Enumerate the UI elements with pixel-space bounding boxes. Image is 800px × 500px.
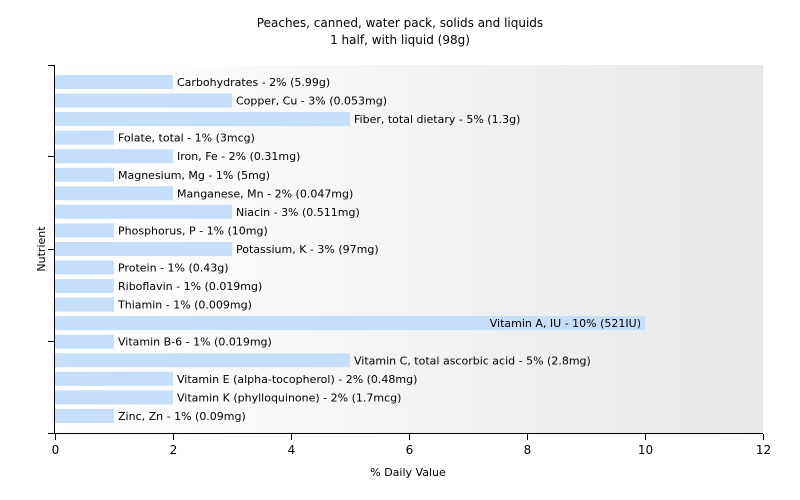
bar-label: Carbohydrates - 2% (5.99g) bbox=[177, 76, 330, 89]
bar-label: Zinc, Zn - 1% (0.09mg) bbox=[118, 410, 246, 423]
bar bbox=[55, 390, 173, 405]
bar-label: Niacin - 3% (0.511mg) bbox=[236, 206, 360, 219]
bar bbox=[55, 204, 232, 219]
bar bbox=[55, 93, 232, 108]
bar bbox=[55, 408, 114, 423]
bar bbox=[55, 316, 645, 331]
bar-label: Protein - 1% (0.43g) bbox=[118, 262, 229, 275]
bar-label: Vitamin E (alpha-tocopherol) - 2% (0.48m… bbox=[177, 373, 417, 386]
bar bbox=[55, 297, 114, 312]
bar-label: Riboflavin - 1% (0.019mg) bbox=[118, 280, 262, 293]
bar bbox=[55, 112, 350, 127]
bar bbox=[55, 75, 173, 89]
x-tick-label: 2 bbox=[170, 443, 178, 457]
bar bbox=[55, 149, 173, 164]
chart-title: Peaches, canned, water pack, solids and … bbox=[257, 16, 543, 30]
bar-label: Vitamin A, IU - 10% (521IU) bbox=[490, 317, 641, 330]
bar-label: Iron, Fe - 2% (0.31mg) bbox=[177, 150, 300, 163]
bar bbox=[55, 242, 232, 256]
x-tick-label: 10 bbox=[638, 443, 653, 457]
bar-label: Folate, total - 1% (3mcg) bbox=[118, 132, 255, 145]
x-tick-label: 6 bbox=[406, 443, 414, 457]
x-axis-title: % Daily Value bbox=[370, 466, 446, 479]
bar-label: Phosphorus, P - 1% (10mg) bbox=[118, 224, 268, 237]
bar bbox=[55, 371, 173, 386]
x-tick-label: 4 bbox=[288, 443, 296, 457]
bar-label: Vitamin C, total ascorbic acid - 5% (2.8… bbox=[354, 354, 591, 367]
bar-label: Thiamin - 1% (0.009mg) bbox=[117, 299, 252, 312]
y-axis-title: Nutrient bbox=[35, 226, 48, 272]
bar bbox=[55, 353, 350, 368]
bar bbox=[55, 186, 173, 201]
bar-label: Fiber, total dietary - 5% (1.3g) bbox=[354, 113, 520, 126]
x-tick-label: 12 bbox=[756, 443, 771, 457]
bar-label: Manganese, Mn - 2% (0.047mg) bbox=[177, 187, 353, 200]
bars-group bbox=[55, 75, 645, 423]
bar bbox=[55, 223, 114, 238]
chart-subtitle: 1 half, with liquid (98g) bbox=[330, 33, 470, 47]
x-tick-label: 8 bbox=[524, 443, 532, 457]
bar-label: Magnesium, Mg - 1% (5mg) bbox=[118, 169, 270, 182]
bar-labels-group: Carbohydrates - 2% (5.99g) Copper, Cu - 3… bbox=[117, 76, 641, 423]
bar-label: Vitamin B-6 - 1% (0.019mg) bbox=[118, 336, 272, 349]
bar bbox=[55, 279, 114, 294]
bar bbox=[55, 260, 114, 275]
bar bbox=[55, 130, 114, 145]
bar-label: Potassium, K - 3% (97mg) bbox=[236, 243, 379, 256]
bar bbox=[55, 334, 114, 349]
bar-label: Copper, Cu - 3% (0.053mg) bbox=[236, 95, 387, 108]
bar-label: Vitamin K (phylloquinone) - 2% (1.7mcg) bbox=[177, 391, 401, 404]
y-ticks-group bbox=[48, 65, 54, 434]
x-ticks-group: 0 2 4 6 8 10 12 bbox=[52, 434, 771, 457]
x-tick-label: 0 bbox=[52, 443, 60, 457]
bar bbox=[55, 167, 114, 182]
